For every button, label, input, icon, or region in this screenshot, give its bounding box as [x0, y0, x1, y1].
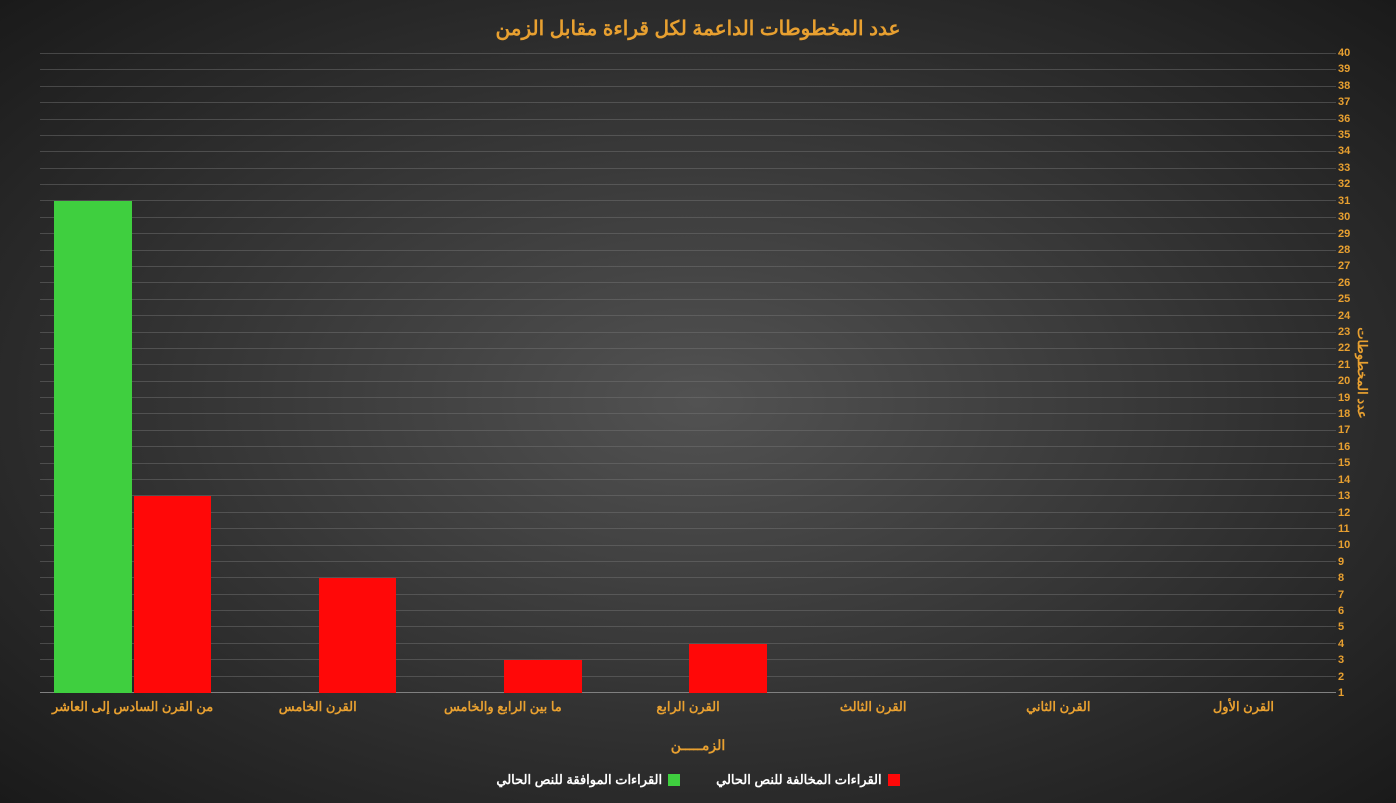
x-axis-title: الزمـــــن — [20, 737, 1376, 754]
y-tick-label: 27 — [1338, 260, 1364, 272]
y-tick-label: 1 — [1338, 687, 1364, 699]
y-tick-label: 35 — [1338, 129, 1364, 141]
x-tick-label: القرن الثالث — [781, 699, 966, 715]
bar — [689, 644, 767, 693]
y-tick-label: 31 — [1338, 195, 1364, 207]
y-tick-label: 8 — [1338, 572, 1364, 584]
y-tick-label: 9 — [1338, 556, 1364, 568]
y-tick-label: 30 — [1338, 211, 1364, 223]
y-tick-label: 38 — [1338, 80, 1364, 92]
y-tick-label: 10 — [1338, 539, 1364, 551]
y-axis-ticks: 1234567891011121314151617181920212223242… — [1338, 53, 1364, 693]
y-tick-label: 33 — [1338, 162, 1364, 174]
y-tick-label: 16 — [1338, 441, 1364, 453]
legend-item: القراءات المخالفة للنص الحالي — [716, 772, 900, 788]
y-tick-label: 22 — [1338, 342, 1364, 354]
y-tick-label: 29 — [1338, 228, 1364, 240]
y-tick-label: 25 — [1338, 293, 1364, 305]
y-tick-label: 12 — [1338, 507, 1364, 519]
y-tick-label: 37 — [1338, 96, 1364, 108]
bar — [54, 201, 132, 693]
y-tick-label: 14 — [1338, 474, 1364, 486]
y-tick-label: 40 — [1338, 47, 1364, 59]
y-tick-label: 23 — [1338, 326, 1364, 338]
y-tick-label: 17 — [1338, 424, 1364, 436]
y-tick-label: 4 — [1338, 638, 1364, 650]
legend-swatch — [888, 774, 900, 786]
y-tick-label: 11 — [1338, 523, 1364, 535]
bars-area — [40, 53, 1336, 693]
y-tick-label: 26 — [1338, 277, 1364, 289]
bar — [504, 660, 582, 693]
category-slot — [40, 53, 225, 693]
y-tick-label: 6 — [1338, 605, 1364, 617]
y-tick-label: 7 — [1338, 589, 1364, 601]
x-tick-label: القرن الرابع — [595, 699, 780, 715]
y-tick-label: 3 — [1338, 654, 1364, 666]
x-tick-label: القرن الخامس — [225, 699, 410, 715]
category-slot — [410, 53, 595, 693]
x-tick-label: القرن الأول — [1151, 699, 1336, 715]
y-tick-label: 18 — [1338, 408, 1364, 420]
y-tick-label: 39 — [1338, 63, 1364, 75]
y-tick-label: 13 — [1338, 490, 1364, 502]
y-tick-label: 21 — [1338, 359, 1364, 371]
plot-area: عدد المخطوطات 12345678910111213141516171… — [40, 53, 1336, 693]
x-axis-labels: القرن الأولالقرن الثانيالقرن الثالثالقرن… — [40, 699, 1336, 715]
y-tick-label: 19 — [1338, 392, 1364, 404]
legend-label: القراءات المخالفة للنص الحالي — [716, 772, 882, 788]
legend: القراءات المخالفة للنص الحالي القراءات ال… — [20, 772, 1376, 789]
y-tick-label: 36 — [1338, 113, 1364, 125]
y-tick-label: 28 — [1338, 244, 1364, 256]
y-tick-label: 34 — [1338, 145, 1364, 157]
category-slot — [966, 53, 1151, 693]
x-tick-label: من القرن السادس إلى العاشر — [40, 699, 225, 715]
bar — [134, 496, 212, 693]
chart-container: عدد المخطوطات الداعمة لكل قراءة مقابل ال… — [0, 0, 1396, 803]
x-tick-label: ما بين الرابع والخامس — [410, 699, 595, 715]
category-slot — [225, 53, 410, 693]
y-tick-label: 15 — [1338, 457, 1364, 469]
bar — [319, 578, 397, 693]
y-tick-label: 32 — [1338, 178, 1364, 190]
legend-label: القراءات الموافقة للنص الحالي — [496, 772, 662, 788]
category-slot — [595, 53, 780, 693]
legend-swatch — [668, 774, 680, 786]
y-tick-label: 2 — [1338, 671, 1364, 683]
category-slot — [1151, 53, 1336, 693]
x-tick-label: القرن الثاني — [966, 699, 1151, 715]
y-tick-label: 24 — [1338, 310, 1364, 322]
category-slot — [781, 53, 966, 693]
y-tick-label: 5 — [1338, 621, 1364, 633]
y-tick-label: 20 — [1338, 375, 1364, 387]
chart-title: عدد المخطوطات الداعمة لكل قراءة مقابل ال… — [20, 8, 1376, 53]
legend-item: القراءات الموافقة للنص الحالي — [496, 772, 680, 788]
